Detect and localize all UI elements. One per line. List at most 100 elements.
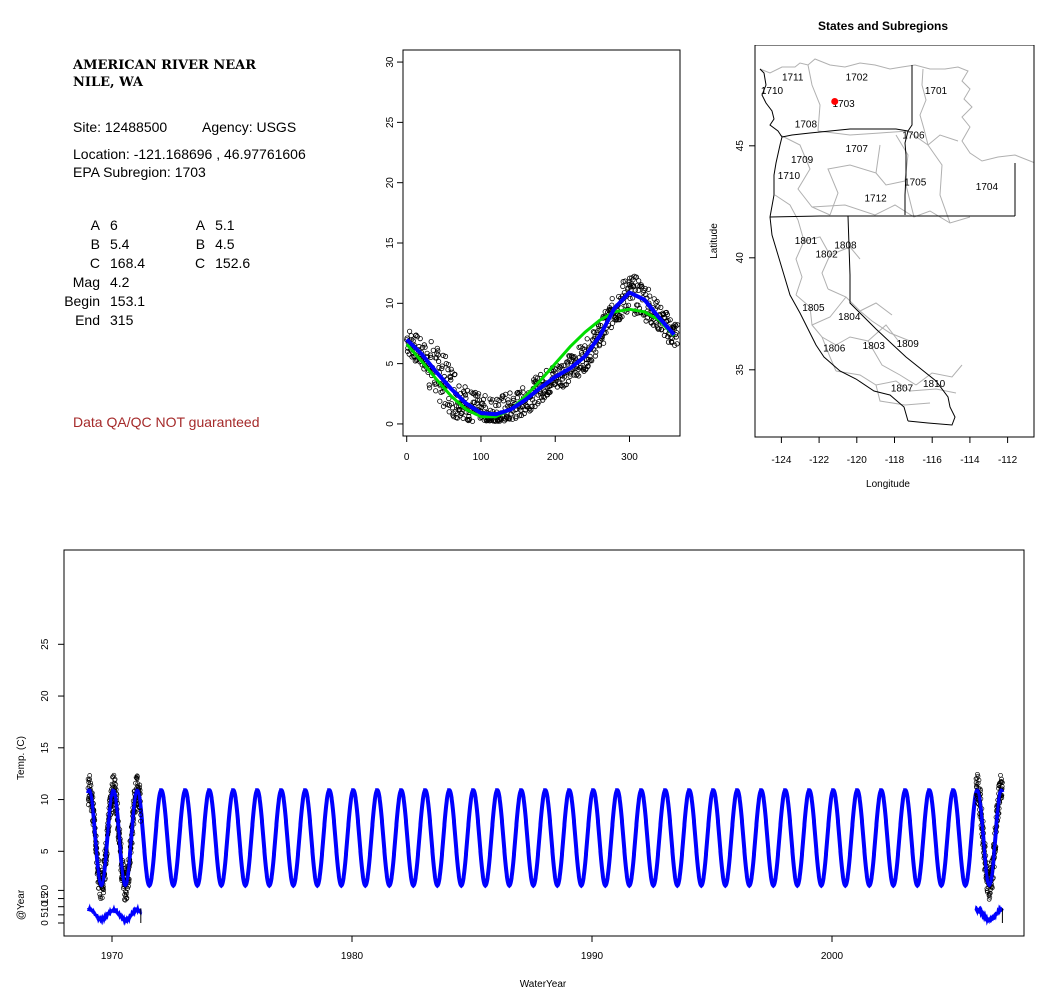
state-borders [759,65,1016,426]
observation-point [558,363,565,369]
param-value: 4.5 [215,236,235,252]
observation-point [647,293,653,299]
observation-point [422,344,428,350]
y-tick-label: 0 [385,421,396,427]
observation-point [462,392,469,398]
observation-point [622,278,628,284]
subregion-label: 1806 [823,343,846,354]
observation-point [529,403,535,409]
observation-point [482,405,489,411]
observation-point [585,356,592,362]
observed-point [111,772,117,778]
param-key: A [195,217,206,233]
observation-point [482,393,488,399]
ts-x-tick-label: 1990 [581,951,604,962]
param-value: 6 [110,217,118,233]
observation-point [505,397,511,403]
ts-y-tick-label: 15 [40,742,51,754]
observation-point [516,391,522,397]
observation-point [439,363,445,369]
map-x-tick-label: -116 [923,455,943,466]
param-row: B 5.4 [60,235,162,254]
observation-point [596,343,603,349]
observed-point [138,812,144,818]
param-value: 168.4 [110,255,146,271]
param-row: Mag 4.2 [60,273,162,292]
modeled-temperature-line [86,788,1005,889]
observed-point [998,778,1004,784]
param-value: 4.2 [110,274,130,290]
ts-y-tick-label: 10 [40,794,51,806]
observation-point [449,405,456,411]
site-id: Site: 12488500 [73,119,168,135]
observation-point [434,345,440,351]
map-x-tick-label: -124 [771,455,791,466]
qa-note: Data QA/QC NOT guaranteed [73,414,260,430]
param-row: Begin 153.1 [60,292,162,311]
day-of-year-plot-frame [402,49,681,437]
observation-point [448,377,454,383]
param-value: 152.6 [215,255,251,271]
observation-point [427,352,434,358]
observation-point [645,286,652,292]
observed-point [135,774,140,780]
observation-point [620,279,626,285]
ts-x-tick-label: 2000 [821,951,844,962]
subregion-label: 1710 [778,171,801,182]
map-title: States and Subregions [818,19,949,33]
observation-point [442,353,449,359]
observation-point [673,334,679,340]
observation-point [421,342,427,348]
subregion-label: 1808 [834,240,857,251]
observation-point [589,357,595,364]
observation-point [426,382,432,388]
year-y-tick-label: 15 [40,893,51,905]
subregion-label: 1709 [791,155,814,166]
observation-point [472,389,478,396]
param-value: 153.1 [110,293,146,309]
observation-point [623,303,629,309]
time-series-x-axis-label: WaterYear [520,979,567,990]
observation-point [428,338,434,345]
year-y-tick-label: 0 [40,920,51,926]
observed-point [138,818,143,824]
observation-point [667,317,673,323]
subregion-label: 1801 [795,236,818,247]
agency: Agency: USGS [202,119,297,135]
observation-point [609,296,615,302]
map-x-tick-label: -112 [998,455,1018,466]
observation-point [537,391,543,397]
observation-point [493,402,499,409]
observation-point [469,418,476,424]
param-key: End [75,312,100,328]
observation-point [406,328,413,334]
observation-point [576,373,582,379]
observation-point [574,371,580,377]
observation-point [507,416,513,422]
observation-point [582,343,588,349]
observation-point [435,358,442,364]
observed-point [999,776,1004,782]
year-y-tick-label: 10 [40,901,51,913]
observation-point [448,366,454,372]
subregion-label: 1706 [902,131,925,142]
map-y-tick-label: 40 [735,252,746,264]
observation-point [516,413,522,419]
observation-point [496,402,502,408]
observation-point [532,403,538,410]
subregion-label: 1710 [761,86,784,97]
observed-point [137,782,143,788]
observation-point [643,318,649,324]
observation-point [406,351,412,357]
subregion-label: 1804 [838,312,861,323]
subregion-label: 1702 [846,72,869,83]
observation-point [584,336,590,342]
ts-y-tick-label: 20 [40,690,51,702]
observation-point [550,370,556,377]
observation-point [504,415,510,421]
param-row: B 4.5 [195,235,267,254]
observation-point [585,363,591,369]
observed-point [124,895,130,901]
observed-point [996,786,1001,791]
